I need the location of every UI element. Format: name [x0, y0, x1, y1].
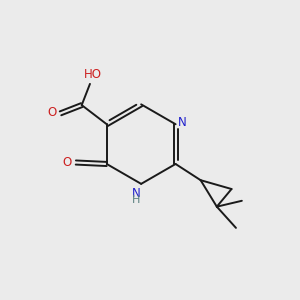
Text: O: O — [62, 156, 72, 169]
Text: H: H — [132, 195, 140, 205]
Text: N: N — [178, 116, 186, 129]
Text: HO: HO — [84, 68, 102, 81]
Text: O: O — [47, 106, 56, 119]
Text: N: N — [131, 187, 140, 200]
